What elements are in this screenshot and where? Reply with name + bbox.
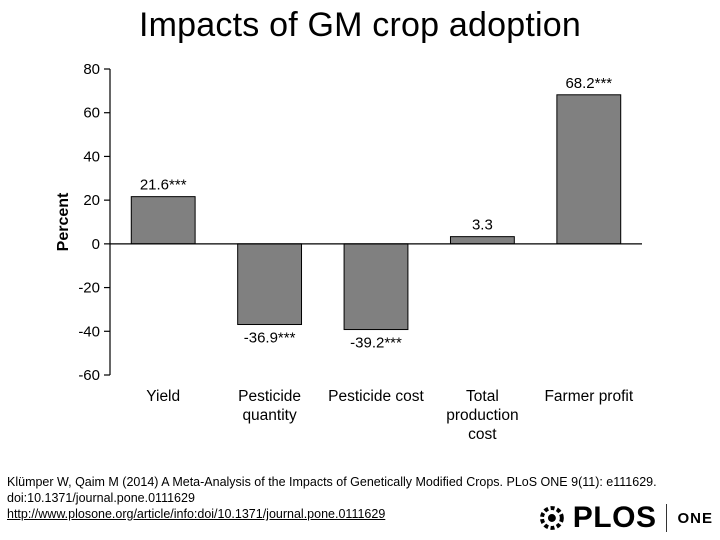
y-axis-title: Percent (55, 192, 72, 251)
x-category-label: production (446, 407, 518, 424)
plos-logo-icon (539, 506, 564, 530)
x-category-label: Pesticide cost (328, 388, 424, 405)
citation-text: Klümper W, Qaim M (2014) A Meta-Analysis… (7, 475, 657, 505)
data-label: -36.9*** (244, 330, 296, 347)
y-tick-label: 0 (92, 236, 100, 253)
logo-suffix: ONE (677, 509, 713, 527)
data-label: 68.2*** (565, 75, 612, 92)
bar (556, 94, 622, 245)
data-label: 3.3 (472, 217, 493, 234)
x-category-label: Pesticide (238, 388, 301, 405)
bar (130, 196, 196, 245)
x-category-label: Yield (146, 388, 180, 405)
logo-word: PLOS (572, 501, 657, 534)
y-tick-label: 20 (83, 192, 100, 209)
logo-separator (666, 504, 668, 532)
x-category-label: cost (468, 426, 497, 443)
y-tick-label: 40 (83, 148, 100, 165)
x-category-label: Total (466, 388, 499, 405)
y-tick-label: 80 (83, 61, 100, 78)
bar-chart: 80 60 40 20 0 -20 -40 -60 Percent 21.6*** -36.9***… (55, 61, 642, 443)
plos-one-logo: PLOS ONE (537, 500, 713, 536)
citation-link[interactable]: http://www.plosone.org/article/info:doi/… (7, 507, 386, 521)
y-tick-label: -40 (78, 323, 100, 340)
bar (449, 236, 515, 245)
y-tick-label: -60 (78, 367, 100, 384)
y-tick-label: -20 (78, 280, 100, 297)
bar (343, 243, 409, 331)
data-label: -39.2*** (350, 335, 402, 352)
y-tick-label: 60 (83, 105, 100, 122)
x-category-label: Farmer profit (544, 388, 633, 405)
x-category-label: quantity (242, 407, 297, 424)
chart-title: Impacts of GM crop adoption (139, 6, 581, 44)
data-label: 21.6*** (140, 177, 187, 194)
bar (237, 243, 303, 326)
citation: Klümper W, Qaim M (2014) A Meta-Analysis… (7, 474, 697, 522)
